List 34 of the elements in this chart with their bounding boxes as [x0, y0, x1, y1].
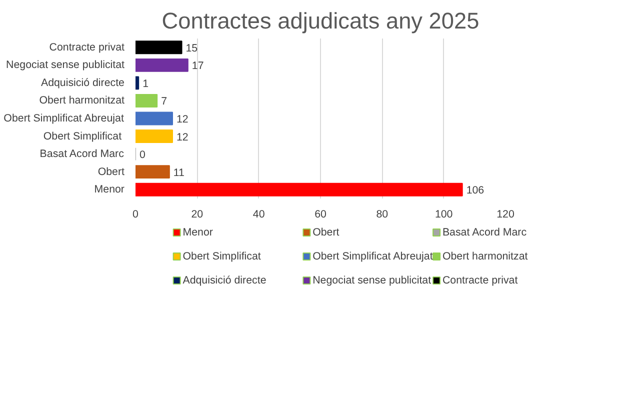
data-label: 106	[466, 184, 484, 197]
y-tick-label: Negociat sense publicitat	[6, 59, 125, 72]
legend-label: Menor	[182, 226, 214, 238]
x-tick-label: 100	[434, 208, 453, 220]
x-tick-label: 60	[314, 208, 326, 220]
y-tick-label: Obert Simplificat Abreujat	[4, 112, 124, 124]
legend-label: Basat Acord Marc	[442, 226, 528, 238]
y-tick-label: Obert	[98, 166, 125, 178]
data-label: 12	[176, 114, 188, 126]
x-tick-label: 120	[496, 208, 514, 220]
data-label: 15	[186, 42, 198, 54]
data-label: 7	[161, 96, 168, 108]
x-tick-label: 40	[252, 208, 265, 220]
y-tick-label: Obert Simplificat	[43, 130, 122, 142]
y-tick-label: Basat Acord Marc	[40, 148, 125, 160]
x-tick-label: 80	[376, 208, 388, 220]
data-label: 11	[173, 166, 185, 179]
y-tick-label: Menor	[94, 184, 125, 196]
y-tick-label: Adquisició directe	[40, 76, 125, 89]
chart-title: Contractes adjudicats any 2025	[162, 8, 480, 34]
legend-label: Obert	[312, 226, 340, 238]
data-label: 1	[142, 78, 149, 90]
data-label: 0	[140, 149, 146, 162]
data-label: 12	[176, 131, 188, 144]
y-tick-label: Contracte privat	[49, 41, 125, 54]
x-tick-label: 0	[132, 208, 139, 220]
legend-label: Obert harmonitzat	[442, 250, 528, 262]
x-tick-label: 20	[191, 208, 204, 220]
data-label: 17	[192, 60, 204, 72]
legend-label: Negociat sense publicitat	[312, 274, 432, 286]
y-tick-label: Obert harmonitzat	[39, 94, 125, 107]
legend-label: Obert Simplificat	[182, 250, 261, 262]
legend-label: Contracte privat	[442, 274, 518, 286]
legend-label: Adquisició directe	[182, 274, 266, 286]
